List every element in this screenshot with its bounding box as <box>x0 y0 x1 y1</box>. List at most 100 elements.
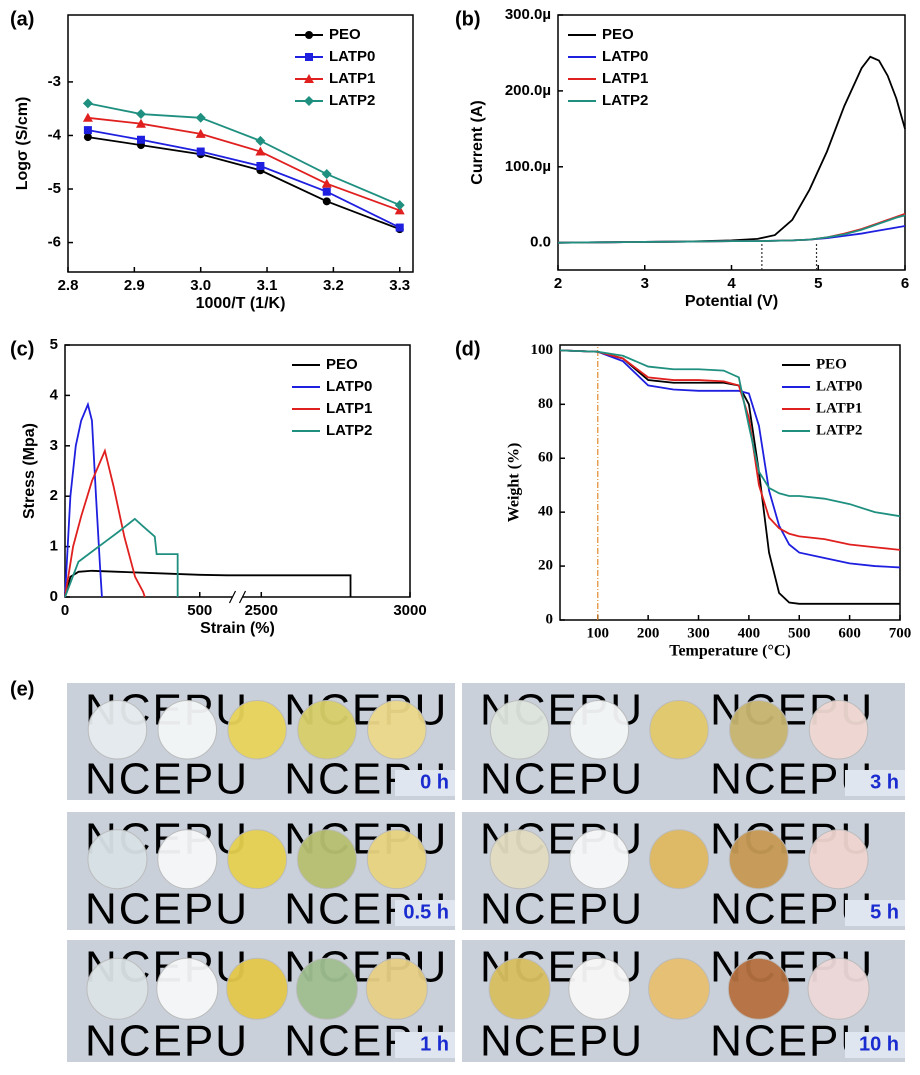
x-tick-label: 2.8 <box>58 277 79 294</box>
y-tick-label: 200.0µ <box>505 82 551 99</box>
x-tick-label: 3.2 <box>323 277 344 294</box>
time-label-bg <box>395 1032 455 1058</box>
series-line <box>559 349 900 605</box>
legend-label: LATP1 <box>329 70 375 87</box>
x-tick-label: 2.9 <box>124 277 145 294</box>
time-label: 5 h <box>870 901 899 923</box>
panel-label: (a) <box>10 8 34 30</box>
series-line <box>64 401 103 598</box>
legend-label: PEO <box>326 356 358 373</box>
sample-disc <box>649 829 710 890</box>
point <box>321 169 332 180</box>
point <box>136 135 145 144</box>
sample-disc <box>365 957 428 1020</box>
photo: NCEPUNCEPUNCEPUNCEPU0.5 h <box>67 812 455 934</box>
y-tick-label: 0.0 <box>530 234 551 251</box>
point <box>83 126 92 135</box>
sample-disc <box>808 829 869 890</box>
point <box>195 112 206 123</box>
sample-disc <box>808 700 869 760</box>
y-tick-label: -5 <box>48 180 61 197</box>
point <box>195 128 206 138</box>
y-tick-label: 60 <box>538 450 553 466</box>
y-tick-label: 80 <box>538 396 553 412</box>
x-tick-label: 3000 <box>393 602 426 619</box>
point <box>135 118 146 128</box>
point <box>196 147 205 156</box>
y-tick-label: 100 <box>531 342 554 358</box>
chart-panel: (a) 2.8 2.9 3.0 3.1 3.2 3.3 -3 -4 -5 -6 1000/T (1/K… <box>10 8 414 312</box>
series-line <box>557 214 906 244</box>
x-tick-label: 400 <box>738 625 761 641</box>
y-tick-label: 3 <box>50 437 58 454</box>
sample-disc <box>569 700 630 760</box>
series-line <box>87 116 401 212</box>
x-tick-label: 6 <box>901 275 909 292</box>
plot-frame <box>67 14 414 273</box>
legend-marker <box>305 53 313 61</box>
y-tick-label: 4 <box>50 386 59 403</box>
x-tick-label: 500 <box>788 625 811 641</box>
x-tick-label: 3 <box>641 275 649 292</box>
time-label-bg <box>845 770 905 796</box>
series-line <box>87 129 401 229</box>
y-tick-label: 0 <box>546 611 554 627</box>
photo-text: NCEPU <box>480 755 644 804</box>
legend-label: PEO <box>602 26 634 43</box>
y-axis-label: Logσ (S/cm) <box>14 97 31 191</box>
y-axis-label: Weight (%) <box>506 443 523 523</box>
point <box>322 187 331 196</box>
sample-disc <box>297 700 357 760</box>
sample-disc <box>649 700 709 760</box>
legend-label: LATP2 <box>329 92 375 109</box>
point <box>321 178 332 188</box>
sample-disc <box>226 957 289 1020</box>
series-line <box>559 349 901 518</box>
point <box>394 200 405 211</box>
sample-disc <box>86 957 149 1020</box>
y-tick-label: -4 <box>48 126 62 143</box>
legend-marker <box>304 74 314 83</box>
photo: NCEPUNCEPUNCEPUNCEPU0 h <box>67 683 455 804</box>
sample-disc <box>157 829 218 890</box>
time-label-bg <box>845 1032 905 1058</box>
legend-label: LATP1 <box>326 400 372 417</box>
y-tick-label: -6 <box>48 234 61 251</box>
sample-disc <box>648 957 711 1020</box>
time-label-bg <box>395 900 455 926</box>
photo-text: NCEPU <box>480 885 644 934</box>
legend-label: LATP0 <box>816 378 862 394</box>
x-tick-label: 3.0 <box>190 277 211 294</box>
point <box>83 133 92 142</box>
y-tick-label: 300.0µ <box>505 6 551 23</box>
legend-marker <box>305 31 313 39</box>
chart-panel: (b) 2 3 4 5 6 0.0 100.0µ 200.0µ 300.0µ Potential (… <box>455 6 909 310</box>
x-tick-label: 2500 <box>245 602 278 619</box>
x-tick-label: 0 <box>61 602 69 619</box>
photo-text: NCEPU <box>85 885 249 934</box>
time-label: 0.5 h <box>403 901 449 923</box>
y-tick-label: 1 <box>50 538 58 555</box>
sample-disc <box>727 957 790 1020</box>
point <box>82 112 93 122</box>
legend-marker <box>304 96 314 106</box>
photo-text: NCEPU <box>480 1017 644 1066</box>
point <box>256 161 265 170</box>
sample-disc <box>729 700 789 760</box>
sample-disc <box>489 700 550 760</box>
x-axis-label: 1000/T (1/K) <box>196 295 286 312</box>
time-label: 0 h <box>420 771 449 793</box>
sample-disc <box>295 957 358 1020</box>
panel-label: (b) <box>455 8 481 30</box>
axis-break-gap <box>232 593 243 601</box>
point <box>135 109 146 120</box>
sample-disc <box>807 957 870 1020</box>
x-axis-label: Potential (V) <box>685 293 778 310</box>
x-tick-label: 600 <box>838 625 861 641</box>
sample-disc <box>87 700 148 760</box>
y-tick-label: 2 <box>50 487 58 504</box>
y-tick-label: 5 <box>50 336 58 353</box>
